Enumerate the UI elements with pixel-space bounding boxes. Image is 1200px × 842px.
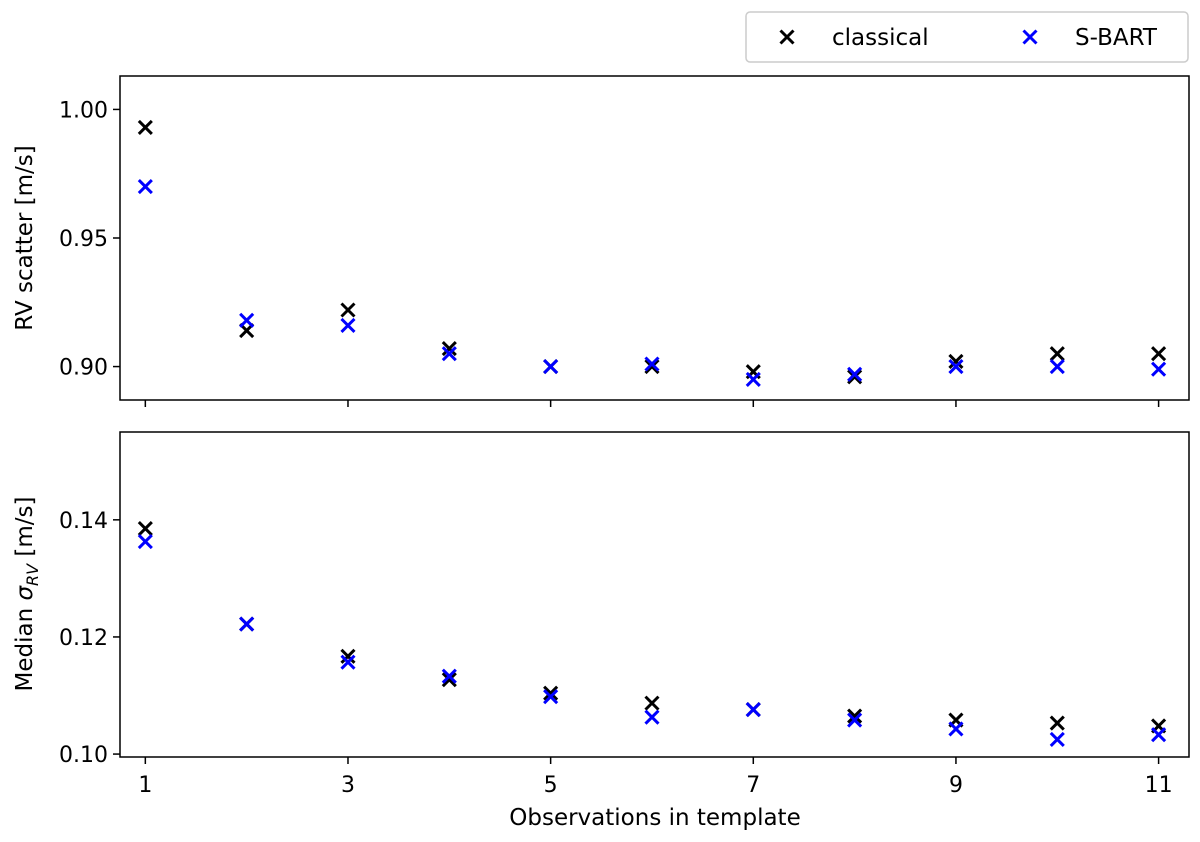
bottom-point-sbart: [441, 668, 457, 684]
x-axis-label: Observations in template: [509, 805, 800, 831]
bottom-point-sbart: [847, 712, 863, 728]
bottom-point-sbart: [1049, 731, 1065, 747]
legend-marker-sbart-x: [1022, 29, 1038, 45]
top-point-classical: [137, 119, 153, 135]
legend-label-classical: classical: [832, 25, 929, 51]
top-point-sbart: [340, 317, 356, 333]
top-panel: RV scatter [m/s] 0.90 0.95 1.00: [12, 75, 1190, 407]
bottom-panel: Median σRV [m/s] 0.10 0.12 0.14 1 3 5 7 9 11: [12, 431, 1190, 798]
bottom-point-sbart: [137, 533, 153, 550]
legend-marker-sbart: [1022, 29, 1038, 45]
top-y-tick-label: 1.00: [59, 98, 108, 123]
bottom-point-classical: [847, 708, 863, 724]
bottom-point-classical: [340, 648, 356, 664]
top-series-classical: [137, 119, 1167, 385]
bottom-point-sbart: [239, 616, 255, 632]
bottom-y-tick-label: 0.10: [59, 743, 108, 768]
x-tick-label: 9: [949, 773, 963, 798]
bottom-point-sbart: [948, 721, 964, 737]
bottom-point-classical: [1049, 715, 1065, 731]
bottom-point-sbart: [543, 689, 559, 705]
legend-marker-classical-x: [779, 29, 795, 45]
top-point-classical: [340, 302, 356, 318]
bottom-y-tick-label: 0.12: [59, 626, 108, 651]
legend-label-sbart: S-BART: [1075, 25, 1158, 51]
top-y-tick-label: 0.95: [59, 227, 108, 252]
top-y-axis-label: RV scatter [m/s]: [12, 145, 38, 331]
top-series-sbart: [137, 179, 1167, 387]
legend-marker-classical: [779, 29, 795, 45]
bottom-series-classical: [137, 521, 1167, 734]
top-point-sbart: [644, 356, 660, 372]
top-point-sbart: [745, 371, 761, 387]
bottom-point-classical: [441, 672, 457, 688]
x-tick-label: 1: [138, 773, 152, 798]
x-tick-label: 3: [341, 773, 355, 798]
top-point-sbart: [948, 359, 964, 375]
top-point-sbart: [543, 359, 559, 375]
top-point-sbart: [137, 179, 153, 195]
top-point-classical: [1151, 346, 1167, 362]
bottom-point-sbart: [644, 709, 660, 725]
top-point-classical: [847, 369, 863, 385]
bottom-point-sbart: [1151, 727, 1167, 743]
bottom-point-classical: [543, 685, 559, 701]
bottom-y-tick-label: 0.14: [59, 509, 108, 534]
top-point-classical: [441, 341, 457, 357]
bottom-point-sbart: [745, 702, 761, 718]
top-plot-frame: [119, 75, 1190, 401]
top-point-classical: [948, 353, 964, 369]
bottom-point-classical: [644, 695, 660, 711]
top-point-sbart: [239, 312, 255, 328]
bottom-plot-frame: [119, 431, 1190, 758]
x-tick-label: 11: [1145, 773, 1173, 798]
bottom-point-classical: [137, 521, 153, 537]
top-point-classical: [644, 359, 660, 375]
top-point-sbart: [1049, 359, 1065, 375]
x-tick-label: 5: [544, 773, 558, 798]
top-point-sbart: [441, 346, 457, 362]
x-tick-label: 7: [746, 773, 760, 798]
top-point-classical: [1049, 346, 1065, 362]
top-point-sbart: [1151, 361, 1167, 377]
bottom-series-sbart: [137, 533, 1167, 747]
bottom-point-sbart: [340, 654, 356, 670]
legend: classical S-BART: [745, 11, 1189, 63]
top-point-sbart: [847, 366, 863, 382]
top-y-tick-label: 0.90: [59, 356, 108, 381]
legend-frame: [745, 11, 1189, 63]
bottom-y-axis-label: Median σRV [m/s]: [12, 496, 42, 691]
